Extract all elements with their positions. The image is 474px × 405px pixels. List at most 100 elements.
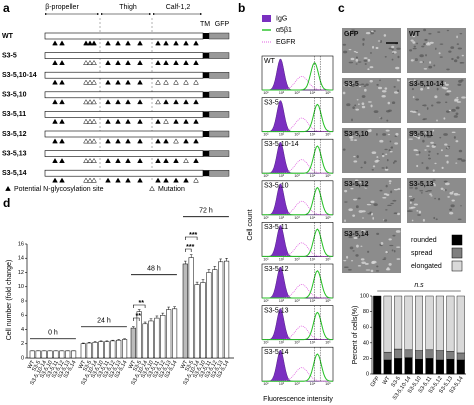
cell [436,87,439,91]
cell [456,96,459,99]
tm-box [203,52,209,59]
cell [457,83,462,87]
cell [460,79,464,82]
cell [455,112,459,116]
group-label: 0 h [48,330,58,337]
cell [348,48,352,51]
a5b1-histogram [262,353,333,382]
cell [443,180,448,183]
glycosylation-site [183,138,189,144]
cell [352,214,356,217]
cell [429,193,432,196]
legend-label: α5β1 [276,27,292,34]
ns-label: n.s [414,282,424,289]
x-tick-label: 10¹ [263,133,269,137]
construct-bar [44,111,204,118]
tm-box [203,72,209,79]
cell [363,57,368,59]
cell [461,54,465,57]
glycosylation-site [125,79,131,85]
cell [350,84,355,87]
significance-label: ** [138,300,144,307]
cell [396,79,399,82]
cell [416,164,419,168]
cell [360,166,363,169]
cell [444,188,447,192]
stacked-segment [435,295,444,351]
cell [412,134,417,137]
bar [41,350,47,359]
bar [92,342,98,359]
cell [420,192,423,194]
cell [395,132,399,136]
cell [411,88,414,91]
cell [347,31,350,34]
x-tick-label: 10⁴ [310,216,316,220]
cell [363,85,367,87]
cell [430,195,433,197]
bar [206,272,212,359]
x-tick-label: 10⁵ [325,299,331,303]
cell [373,203,378,207]
glycosylation-site [91,177,97,183]
legend-label: elongated [411,263,442,270]
legend-label: Potential N-glycosylation site [14,186,104,193]
cell [423,42,426,46]
panel-label: d [3,196,10,210]
cell [457,194,461,196]
construct-label: S3-5,11 [2,111,26,118]
y-tick-label: 16 [18,241,24,247]
cell [409,49,413,52]
bar [35,350,41,359]
cell [372,216,375,220]
bar [122,339,128,359]
gfp-box [208,52,230,59]
glycosylation-site [59,138,65,144]
glycosylation-site [125,177,131,183]
cell [422,139,425,143]
cell [446,160,449,164]
cell [353,155,356,158]
cell [432,169,435,172]
cell [349,135,354,139]
glycosylation-site [173,177,179,183]
cell [384,168,389,171]
histogram-label: S3-5,11 [264,224,288,231]
glycosylation-site [155,59,161,65]
y-tick-label: 4 [21,327,24,333]
histogram-label: S3-5,10 [264,183,289,190]
stacked-segment [446,295,455,352]
error-bar [167,306,170,310]
cell [414,58,419,62]
bar [65,350,71,359]
x-tick-label: 10³ [294,257,300,261]
cell [410,210,413,212]
bar [110,340,116,359]
x-tick-label: 10⁴ [310,91,316,95]
cell [433,144,437,146]
x-tick-label: 10¹ [263,216,269,220]
cell [359,85,362,88]
panel-label: a [3,1,10,15]
x-tick-label: WT [382,375,392,386]
construct-bar [44,169,204,177]
x-tick-label: S3-5 [31,360,42,373]
cell [444,81,447,85]
cell [409,187,414,189]
glycosylation-site [125,157,131,163]
cell [412,198,416,200]
cell [429,61,432,64]
construct-bar [44,52,204,59]
cell [387,101,391,105]
legend-swatch [262,15,271,22]
glycosylation-site [91,99,97,105]
group-label: 48 h [147,266,161,273]
significance-bracket [133,317,140,321]
cell [432,129,435,132]
x-tick-label: 10² [279,341,285,345]
micrograph [342,178,401,223]
histogram-label: S3-5 [264,99,279,106]
cell [433,64,436,67]
a5b1-histogram [262,186,333,216]
construct-label: S3-5,14 [2,170,27,177]
